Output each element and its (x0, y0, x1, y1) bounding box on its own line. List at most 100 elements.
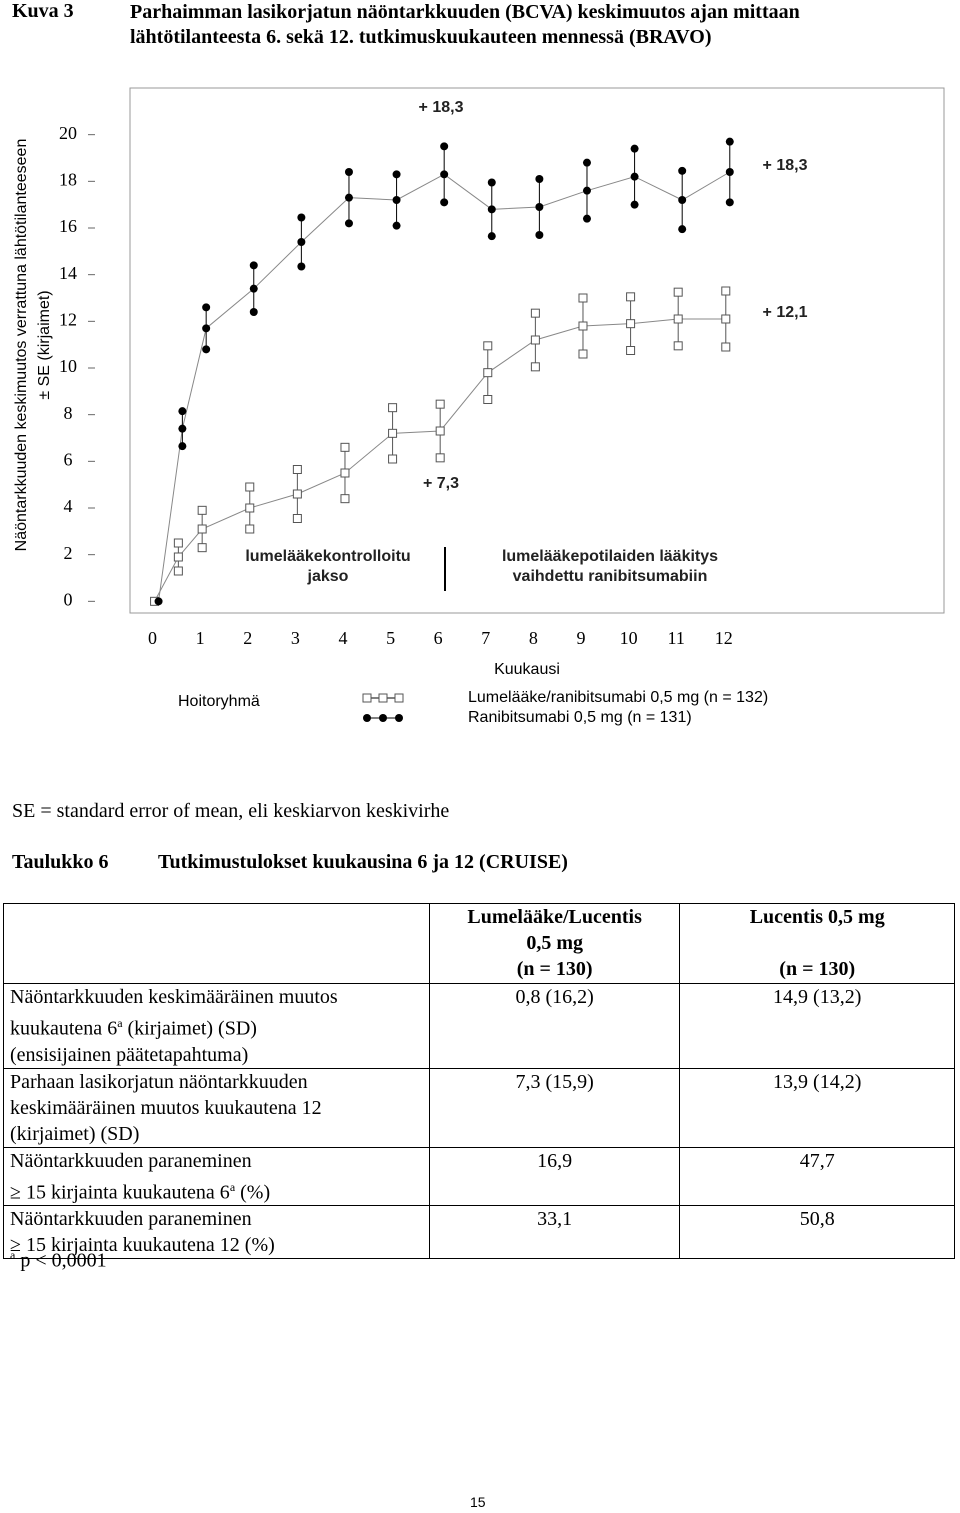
table-title: Tutkimustulokset kuukausina 6 ja 12 (CRU… (158, 851, 568, 873)
superscript: a (229, 1179, 236, 1194)
point (626, 319, 636, 329)
point (297, 238, 306, 246)
footnote-text: p < 0,0001 (20, 1249, 107, 1272)
annotation: lumelääkepotilaiden lääkitys (502, 548, 718, 565)
error-cap (173, 538, 183, 548)
error-cap (292, 514, 302, 523)
annotation: lumelääkekontrolloitu (245, 548, 410, 565)
point (440, 170, 449, 179)
y-tick-label: 18 (59, 169, 77, 189)
superscript: a (117, 1016, 123, 1030)
x-tick-label: 8 (529, 628, 538, 648)
label-text: Näöntarkkuuden keskimääräinen muutos (10, 986, 338, 1008)
label-text: Näöntarkkuuden paraneminen (10, 1149, 252, 1172)
point (483, 368, 493, 378)
error-cap (630, 200, 639, 209)
header-cell: Lucentis 0,5 mg (n = 130) (679, 903, 955, 984)
row-label: Näöntarkkuuden keskimääräinen muutos kuuk… (3, 983, 430, 1069)
label-text: Parhaan lasikorjatun näöntarkkuuden (10, 1070, 308, 1093)
label-line: ≥ 15 kirjainta kuukautena 6a (%) (10, 1174, 423, 1206)
error-cap (202, 345, 211, 354)
error-cap (173, 566, 183, 576)
y-tick-label: 10 (59, 356, 77, 376)
title-line: lähtötilanteesta 6. sekä 12. tutkimuskuu… (130, 26, 712, 48)
header-line: (n = 130) (516, 958, 593, 980)
point (388, 428, 398, 438)
legend-marker (363, 714, 371, 722)
label-line: Näöntarkkuuden paraneminen (10, 1148, 423, 1174)
x-tick-label: 1 (196, 628, 205, 648)
error-cap (435, 453, 445, 463)
error-cap (582, 214, 591, 223)
point (178, 424, 187, 433)
point (435, 426, 445, 436)
error-cap (197, 543, 207, 553)
error-cap (578, 293, 588, 303)
point (173, 552, 183, 562)
header-lines: Lucentis 0,5 mg (n = 130) (686, 904, 948, 982)
y-tick-label: 4 (64, 496, 73, 516)
series-line (154, 318, 726, 602)
error-cap (626, 346, 636, 355)
value-cell: 14,9 (13,2) (679, 983, 955, 1069)
value-cell: 0,8 (16,2) (428, 983, 681, 1069)
y-tick-label: 14 (59, 263, 77, 283)
y-tick-label: 2 (64, 543, 73, 563)
annotation: + 18,3 (763, 157, 808, 174)
legend-marker (395, 714, 403, 722)
x-tick-label: 0 (148, 628, 157, 648)
label-line: keskimääräinen muutos kuukautena 12 (10, 1095, 423, 1121)
point (392, 196, 401, 204)
point (340, 468, 350, 478)
label-text: (%) (240, 1181, 271, 1204)
error-cap (725, 137, 734, 146)
legend-label: Ranibitsumabi 0,5 mg (n = 131) (468, 709, 692, 726)
error-cap (178, 442, 187, 451)
table-label: Taulukko 6 (12, 851, 109, 873)
error-cap (297, 213, 306, 222)
note: SE = standard error of mean, eli keskiar… (12, 800, 450, 822)
point (292, 489, 302, 499)
point (249, 284, 258, 293)
error-cap (530, 362, 540, 372)
legend-label: Lumelääke/ranibitsumabi 0,5 mg (n = 132) (468, 689, 768, 706)
table-row: Parhaan lasikorjatun näöntarkkuuden keski… (3, 1067, 955, 1148)
plot-frame (129, 87, 945, 614)
error-cap (487, 232, 496, 241)
value-cell: 13,9 (14,2) (679, 1067, 955, 1148)
x-tick-label: 11 (668, 628, 685, 648)
point (487, 205, 496, 214)
error-cap (297, 262, 306, 271)
x-tick-label: 9 (576, 628, 585, 648)
error-cap (344, 219, 353, 228)
y-tick-label: 20 (59, 123, 77, 143)
y-tick-label: 8 (64, 403, 73, 423)
error-cap (440, 142, 449, 151)
error-cap (530, 308, 540, 318)
row-label: Parhaan lasikorjatun näöntarkkuuden keski… (3, 1067, 430, 1148)
point (578, 321, 588, 331)
y-tick-label: 12 (59, 309, 77, 329)
error-cap (388, 454, 398, 464)
x-tick-label: 7 (481, 628, 490, 648)
error-cap (626, 292, 636, 302)
label-text: ≥ 15 kirjainta kuukautena 12 (%) (10, 1234, 275, 1257)
error-cap (578, 349, 588, 359)
error-cap (673, 341, 683, 351)
label-text: keskimääräinen muutos kuukautena 12 (10, 1096, 322, 1119)
label-text: Näöntarkkuuden paraneminen (10, 1208, 252, 1231)
annotation: + 12,1 (763, 304, 808, 321)
label-text: (ensisijainen päätetapahtuma) (10, 1043, 249, 1066)
error-cap (483, 341, 493, 351)
y-tick-label: 16 (59, 216, 77, 236)
label-text: (kirjaimet) (SD) (10, 1122, 140, 1145)
figure-label: Kuva 3 (12, 0, 74, 22)
label-line: kuukautena 6a (kirjaimet) (SD) (10, 1010, 423, 1042)
error-cap (249, 261, 258, 270)
point (197, 524, 207, 534)
x-tick-label: 2 (243, 628, 252, 648)
legend-marker (378, 693, 388, 703)
error-cap (245, 524, 255, 534)
label-line: (ensisijainen päätetapahtuma) (10, 1042, 423, 1068)
